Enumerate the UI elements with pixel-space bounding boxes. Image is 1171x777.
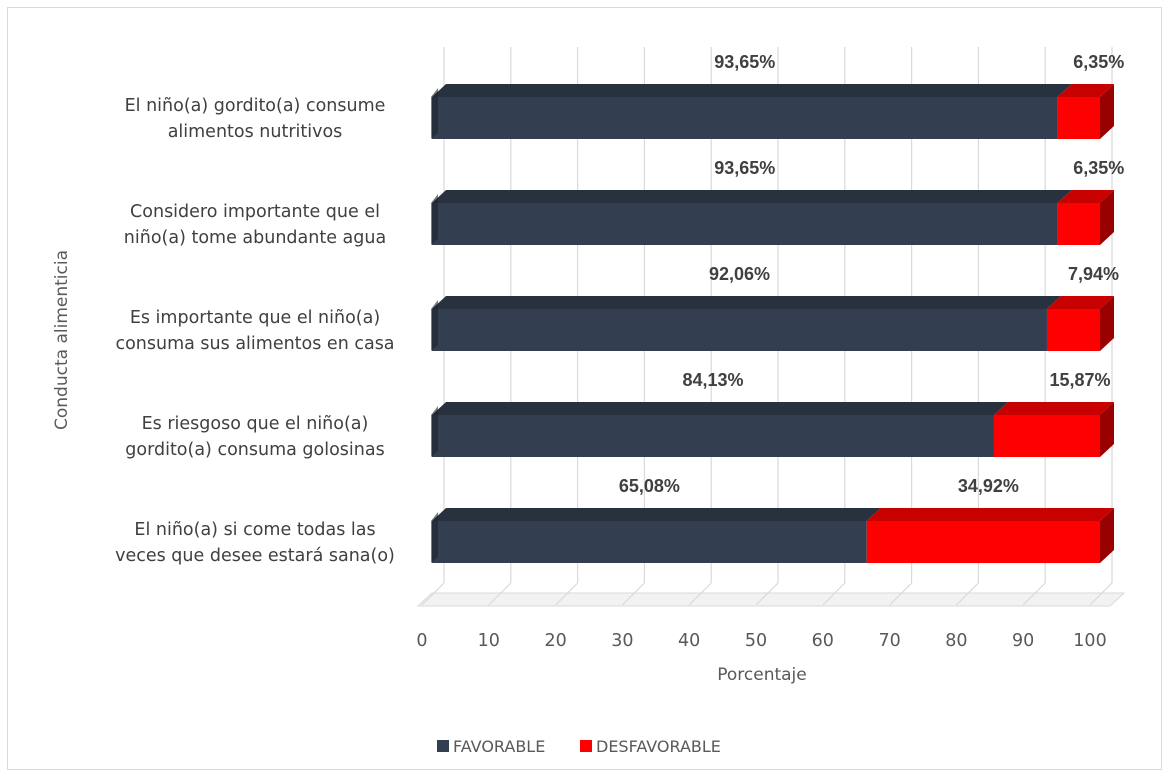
- chart-floor: [416, 592, 1126, 607]
- x-tick-label-30: 30: [611, 631, 633, 651]
- gridline-depth-70: [889, 582, 913, 606]
- gridline-depth-20: [555, 582, 579, 606]
- x-tick-label-10: 10: [478, 631, 500, 651]
- gridline-depth-40: [688, 582, 712, 606]
- bar-desfavorable-5: [866, 508, 1114, 563]
- x-tick-label-80: 80: [945, 631, 967, 651]
- x-tick-label-20: 20: [544, 631, 566, 651]
- y-axis-title: Conducta alimenticia: [52, 250, 72, 430]
- data-label-favorable-5: 65,08%: [619, 476, 680, 496]
- bar-desfavorable-1: [1057, 84, 1114, 139]
- gridline-depth-60: [822, 582, 846, 606]
- gridline-depth-10: [488, 582, 512, 606]
- data-label-desfavorable-1: 6,35%: [1073, 52, 1124, 72]
- category-label-5: El niño(a) si come todas las veces que de…: [115, 520, 395, 566]
- x-tick-label-90: 90: [1012, 631, 1034, 651]
- data-label-desfavorable-4: 15,87%: [1049, 370, 1110, 390]
- gridline-depth-90: [1022, 582, 1046, 606]
- x-axis-ticks: 0 10 20 30 40 50 60 70 80 90 100: [416, 631, 1106, 651]
- data-label-desfavorable-3: 7,94%: [1068, 264, 1119, 284]
- data-label-favorable-2: 93,65%: [714, 158, 775, 178]
- gridline-depth-0: [421, 582, 445, 606]
- data-labels: 93,65% 6,35% 93,65% 6,35% 92,06% 7,94% 84,13% 1…: [619, 52, 1124, 496]
- category-label-3: Es importante que el niño(a) consuma sus …: [115, 308, 394, 354]
- x-tick-label-50: 50: [745, 631, 767, 651]
- data-label-desfavorable-2: 6,35%: [1073, 158, 1124, 178]
- legend-label-desfavorable: DESFAVORABLE: [596, 737, 721, 756]
- gridline-depth-100: [1089, 582, 1113, 606]
- x-tick-label-0: 0: [416, 631, 427, 651]
- bar-favorable-3: [431, 296, 1061, 351]
- bar-favorable-2: [431, 190, 1072, 245]
- legend-swatch-desfavorable: [580, 740, 592, 752]
- legend-label-favorable: FAVORABLE: [453, 737, 545, 756]
- x-tick-label-70: 70: [878, 631, 900, 651]
- category-label-2: Considero importante que el niño(a) tome …: [124, 202, 386, 248]
- x-axis-title: Porcentaje: [717, 665, 807, 685]
- bars: [431, 84, 1114, 563]
- bar-favorable-1: [431, 84, 1072, 139]
- data-label-desfavorable-5: 34,92%: [958, 476, 1019, 496]
- data-label-favorable-4: 84,13%: [682, 370, 743, 390]
- legend: FAVORABLE DESFAVORABLE: [437, 737, 721, 756]
- gridline-depth-50: [755, 582, 779, 606]
- x-tick-label-60: 60: [812, 631, 834, 651]
- gridline-depth-30: [621, 582, 645, 606]
- category-label-1: El niño(a) gordito(a) consume alimentos n…: [125, 96, 386, 142]
- gridline-depth-80: [955, 582, 979, 606]
- bar-desfavorable-3: [1046, 296, 1114, 351]
- bar-desfavorable-4: [993, 402, 1114, 457]
- x-tick-label-40: 40: [678, 631, 700, 651]
- data-label-favorable-3: 92,06%: [709, 264, 770, 284]
- category-labels: El niño(a) gordito(a) consume alimentos n…: [115, 96, 395, 566]
- bar-desfavorable-2: [1057, 190, 1114, 245]
- chart-walls: [416, 592, 1126, 607]
- bar-favorable-4: [431, 402, 1008, 457]
- legend-swatch-favorable: [437, 740, 449, 752]
- category-label-4: Es riesgoso que el niño(a) gordito(a) con…: [125, 414, 384, 460]
- bar-favorable-5: [431, 508, 881, 563]
- data-label-favorable-1: 93,65%: [714, 52, 775, 72]
- x-tick-label-100: 100: [1073, 631, 1106, 651]
